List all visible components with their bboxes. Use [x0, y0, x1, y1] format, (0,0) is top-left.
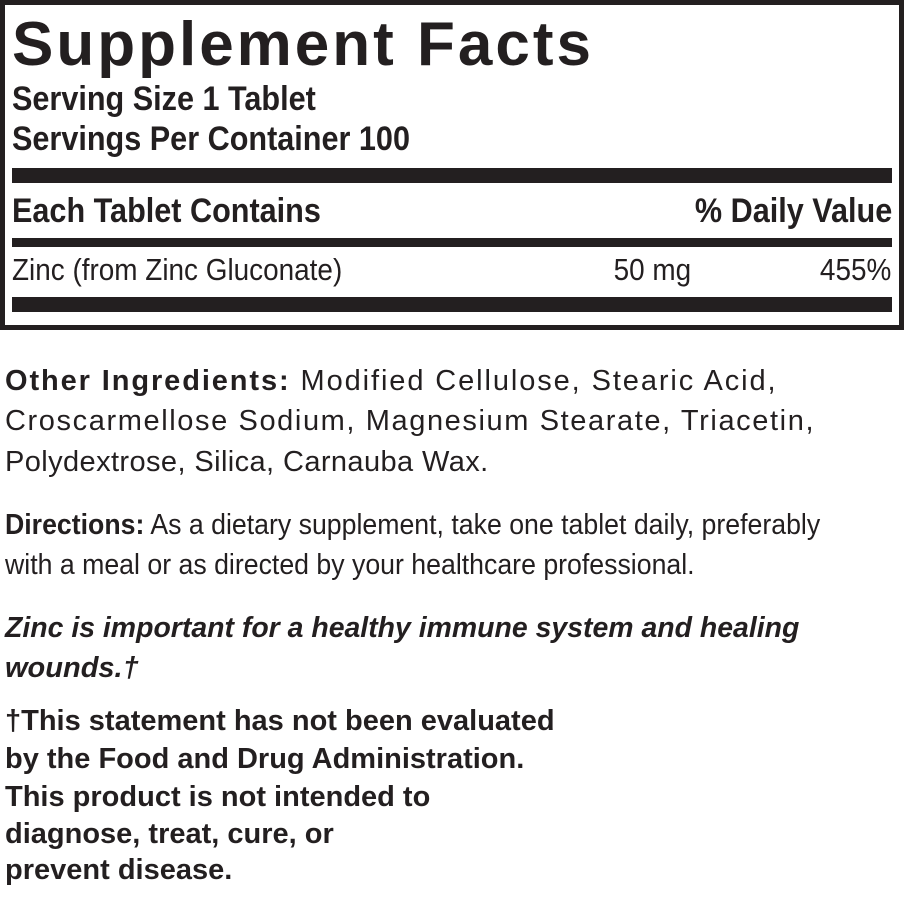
disclaimer-line: prevent disease. — [5, 854, 233, 886]
nutrient-amount: 50 mg — [613, 252, 691, 287]
nutrient-name: Zinc (from Zinc Gluconate) — [12, 252, 343, 287]
nutrient-daily-value: 455% — [819, 252, 891, 287]
directions-text: As a dietary supplement, take one tablet… — [150, 509, 821, 541]
panel-title: Supplement Facts — [12, 10, 594, 79]
disclaimer-line: by the Food and Drug Administration. — [5, 743, 525, 775]
other-ingredients-label: Other Ingredients: — [5, 365, 291, 397]
disclaimer-line: This product is not intended to — [5, 781, 431, 813]
other-ingredients-line: Polydextrose, Silica, Carnauba Wax. — [5, 446, 489, 478]
directions-line: with a meal or as directed by your healt… — [5, 549, 695, 581]
directions-line: Directions: As a dietary supplement, tak… — [5, 511, 820, 540]
claim-line: wounds.† — [5, 652, 139, 684]
thin-divider — [12, 238, 892, 247]
other-ingredients-line: Other Ingredients: Modified Cellulose, S… — [5, 367, 778, 396]
thick-divider — [12, 168, 892, 183]
directions-label: Directions: — [5, 509, 145, 541]
supplement-facts-panel — [0, 0, 904, 330]
other-ingredients-text: Modified Cellulose, Stearic Acid, — [300, 365, 778, 397]
claim-line: Zinc is important for a healthy immune s… — [5, 612, 800, 644]
other-ingredients-line: Croscarmellose Sodium, Magnesium Stearat… — [5, 405, 816, 437]
column-header-right: % Daily Value — [694, 192, 892, 230]
servings-per-container: Servings Per Container 100 — [12, 120, 410, 158]
disclaimer-line: diagnose, treat, cure, or — [5, 818, 334, 850]
disclaimer-line: †This statement has not been evaluated — [5, 705, 555, 737]
serving-size: Serving Size 1 Tablet — [12, 80, 316, 118]
column-header-left: Each Tablet Contains — [12, 192, 321, 230]
thick-divider-bottom — [12, 297, 892, 312]
